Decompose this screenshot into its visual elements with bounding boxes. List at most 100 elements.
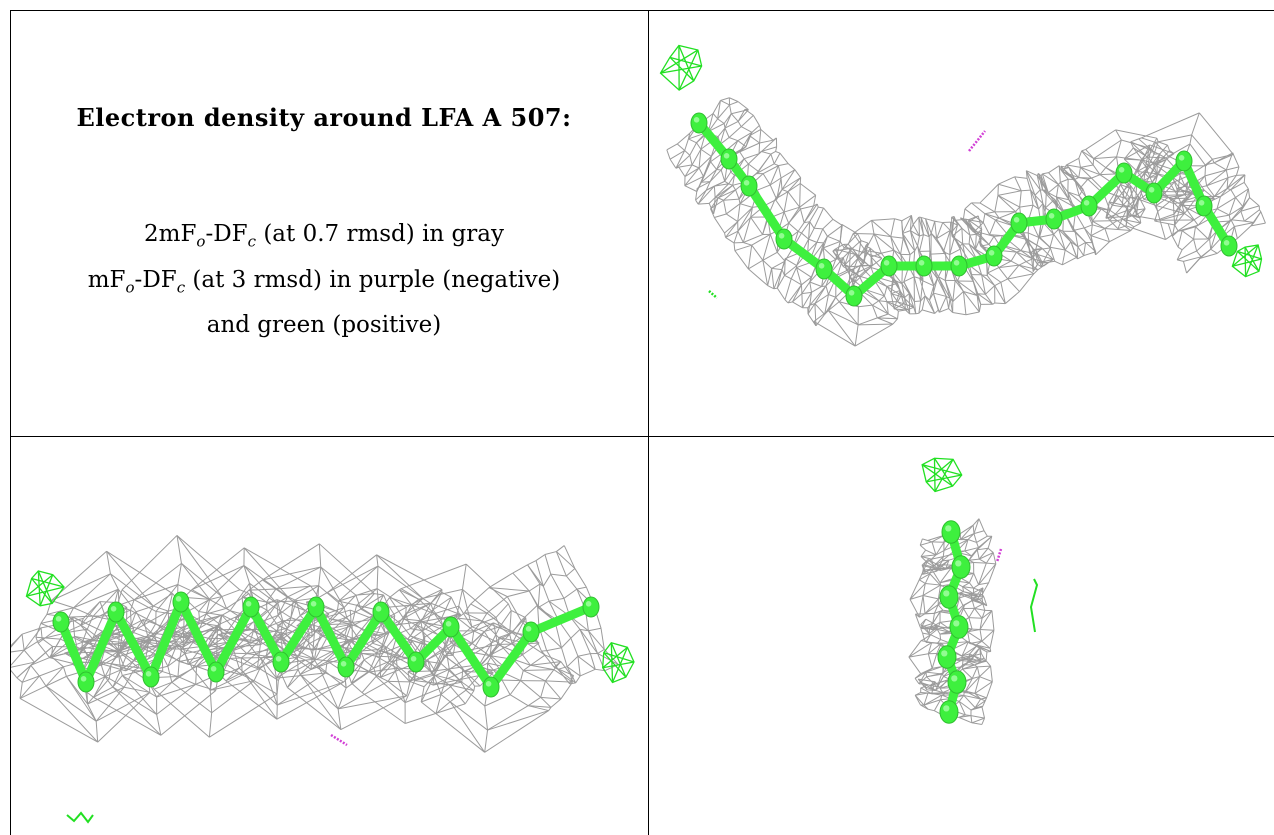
mesh-edge <box>925 582 941 586</box>
mesh-edge <box>155 584 179 612</box>
mesh-edge <box>929 679 948 687</box>
mesh-edge <box>221 610 231 616</box>
mesh-edge <box>550 573 567 577</box>
legend-text: 2mFo-DFc (at 0.7 rmsd) in gray mFo-DFc (… <box>11 215 648 344</box>
mesh-edge <box>728 137 739 142</box>
atom-highlight <box>80 676 87 682</box>
mesh-edge <box>769 184 778 200</box>
mesh-edge <box>422 589 443 599</box>
mesh-edge <box>1173 201 1183 215</box>
mesh-edge <box>1010 260 1020 266</box>
mesh-edge <box>1145 166 1153 183</box>
mesh-edge <box>1210 231 1217 250</box>
mesh-edge <box>528 705 551 708</box>
mesh-edge <box>41 638 53 647</box>
mesh-edge <box>744 153 760 160</box>
mesh-edge <box>784 278 792 300</box>
table-center-border <box>648 10 649 835</box>
mesh-edge <box>151 621 168 636</box>
mesh-edge <box>1138 138 1153 152</box>
ligand-atom <box>720 148 738 170</box>
mesh-edge <box>511 617 527 644</box>
mesh-edge <box>30 656 52 666</box>
mesh-edge <box>1250 222 1266 227</box>
mesh-edge <box>893 303 904 310</box>
mesh-edge <box>120 656 140 671</box>
mesh-edge <box>575 675 581 684</box>
mesh-edge <box>545 680 562 700</box>
mesh-edge <box>35 623 42 638</box>
density-contour-edge <box>678 49 699 91</box>
mesh-edge <box>1078 167 1081 178</box>
mesh-edge <box>961 653 970 657</box>
mesh-edge <box>546 647 562 652</box>
mesh-edge <box>986 681 993 699</box>
density-contour-edge <box>1231 244 1259 267</box>
mesh-edge <box>11 661 35 668</box>
mesh-edge <box>1186 258 1201 274</box>
mesh-edge <box>920 216 926 220</box>
mesh-edge <box>717 100 721 119</box>
mesh-edge <box>852 219 872 234</box>
mesh-edge <box>801 291 812 295</box>
mesh-edge <box>929 292 934 301</box>
mesh-edge <box>929 569 933 574</box>
mesh-edge <box>129 610 132 627</box>
ligand-atom <box>1145 182 1163 204</box>
mesh-edge <box>440 694 451 703</box>
mesh-edge <box>404 618 421 622</box>
mesh-edge <box>717 189 736 199</box>
mesh-edge <box>446 653 450 670</box>
mesh-edge <box>1099 167 1107 175</box>
mesh-edge <box>881 249 894 254</box>
mesh-edge <box>410 624 417 637</box>
mesh-edge <box>481 620 500 638</box>
mesh-edge <box>441 591 452 598</box>
mesh-edge <box>1173 197 1188 200</box>
mesh-edge <box>279 672 288 688</box>
mesh-edge <box>1116 139 1122 158</box>
mesh-edge <box>1083 227 1092 236</box>
mesh-edge <box>970 274 986 295</box>
mesh-edge <box>93 686 114 698</box>
mesh-edge <box>771 260 786 269</box>
mesh-edge <box>1115 129 1122 141</box>
mesh-edge <box>992 552 997 564</box>
positive-density-blob <box>659 44 703 91</box>
mesh-edge <box>488 572 514 589</box>
density-contour <box>659 44 703 91</box>
mesh-edge <box>776 269 783 289</box>
mesh-edge <box>943 251 951 263</box>
mesh-edge <box>546 650 559 670</box>
mesh-edge <box>418 598 435 615</box>
mesh-edge <box>998 176 1015 185</box>
mesh-edge <box>713 217 725 234</box>
mesh-edge <box>1226 174 1246 189</box>
mesh-edge <box>932 681 936 690</box>
atom-highlight <box>525 626 532 632</box>
mesh-edge <box>1204 175 1208 186</box>
mesh-edge <box>894 308 906 311</box>
mesh-edge <box>901 220 904 234</box>
mesh-edge <box>1123 147 1134 160</box>
mesh-edge <box>470 603 488 614</box>
mesh-edge <box>1196 250 1202 258</box>
ligand-atom <box>1220 235 1238 257</box>
mesh-edge <box>1154 220 1169 225</box>
mesh-edge <box>1007 264 1020 280</box>
mesh-edge <box>712 113 718 120</box>
mesh-edge <box>720 100 730 106</box>
mesh-edge <box>921 682 931 687</box>
mesh-edge <box>684 167 700 186</box>
mesh-edge <box>104 651 119 677</box>
mesh-edge <box>1101 208 1118 222</box>
mesh-edge <box>535 560 544 587</box>
ligand-bonds <box>56 597 596 692</box>
mesh-edge <box>542 585 550 602</box>
mesh-edge <box>823 207 834 220</box>
mesh-edge <box>1146 150 1153 158</box>
mesh-edge <box>1062 164 1067 173</box>
mesh-edge <box>920 549 927 557</box>
mesh-edge <box>985 660 991 667</box>
atom-highlight <box>340 661 347 667</box>
